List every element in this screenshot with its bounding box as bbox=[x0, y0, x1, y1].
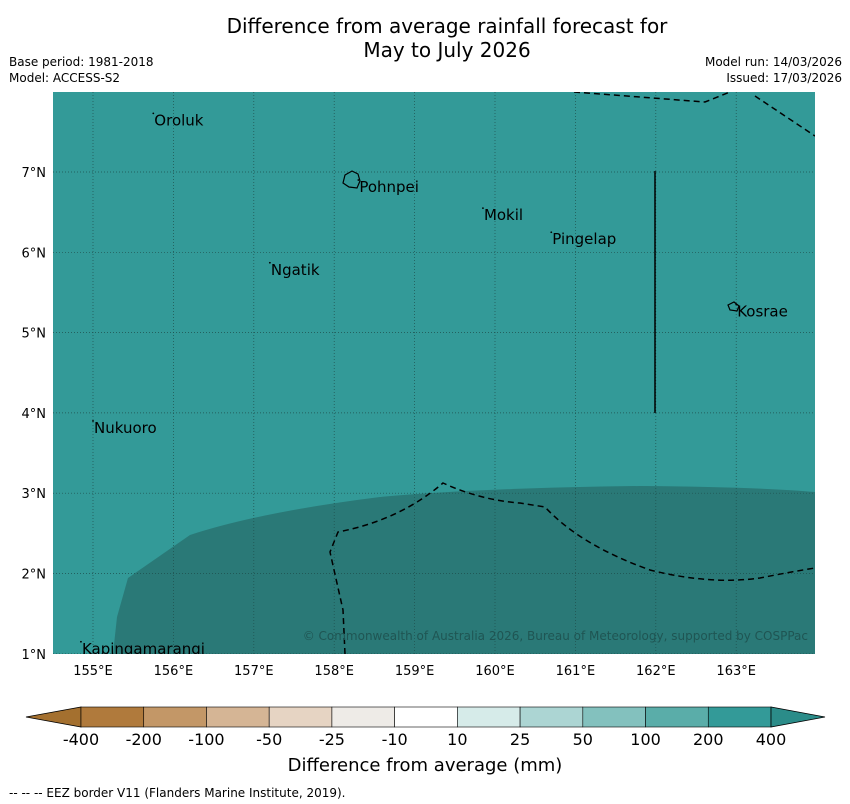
place-label: Kosrae bbox=[737, 303, 788, 321]
colorbar-bin bbox=[707, 706, 772, 728]
place-marker bbox=[268, 261, 271, 264]
place-label: Pingelap bbox=[552, 230, 616, 248]
colorbar-tick-label: -25 bbox=[319, 730, 345, 749]
lat-tick-label: 2°N bbox=[22, 568, 47, 583]
axis-ticks: 155°E 156°E 157°E 158°E 159°E 160°E 161°E 162°E… bbox=[22, 166, 756, 679]
colorbar-label: Difference from average (mm) bbox=[287, 755, 563, 776]
colorbar-tick-label: 25 bbox=[510, 730, 530, 749]
eez-border bbox=[573, 92, 815, 137]
colorbar-extend-high bbox=[770, 706, 826, 728]
lon-tick-label: 156°E bbox=[154, 664, 194, 679]
lon-tick-label: 160°E bbox=[475, 664, 515, 679]
lat-tick-label: 1°N bbox=[22, 648, 47, 663]
place-marker bbox=[92, 420, 94, 422]
lat-tick-label: 3°N bbox=[22, 487, 47, 502]
place-label: Kapingamarangi bbox=[82, 640, 205, 658]
lon-tick-label: 155°E bbox=[73, 664, 113, 679]
forecast-shading-region bbox=[113, 486, 815, 654]
title-line-1: Difference from average rainfall forecas… bbox=[226, 14, 668, 38]
place-marker bbox=[80, 640, 82, 643]
eez-footnote: -- -- -- EEZ border V11 (Flanders Marine… bbox=[9, 786, 346, 800]
lat-tick-label: 7°N bbox=[22, 166, 47, 181]
colorbar-bin bbox=[519, 706, 584, 728]
issued-date: Issued: 17/03/2026 bbox=[726, 71, 842, 85]
lat-tick-label: 4°N bbox=[22, 407, 47, 422]
colorbar-tick-label: 50 bbox=[573, 730, 593, 749]
colorbar-tick-label: -200 bbox=[126, 730, 162, 749]
title-line-2: May to July 2026 bbox=[363, 38, 531, 62]
colorbar-tick-label: 400 bbox=[756, 730, 787, 749]
model-run: Model run: 14/03/2026 bbox=[704, 55, 842, 69]
colorbar-tick-label: -400 bbox=[63, 730, 99, 749]
colorbar-extend-low bbox=[25, 706, 82, 728]
colorbar-bin bbox=[645, 706, 709, 728]
place-label: Ngatik bbox=[271, 261, 320, 279]
place-label: Pohnpei bbox=[359, 178, 419, 196]
colorbar-tick-label: -50 bbox=[256, 730, 282, 749]
colorbar-bin bbox=[582, 706, 646, 728]
place-marker bbox=[482, 207, 484, 210]
graticule bbox=[53, 92, 815, 654]
colorbar-bin bbox=[457, 706, 521, 728]
colorbar-tick-label: -10 bbox=[382, 730, 408, 749]
colorbar-tick-label: 200 bbox=[693, 730, 724, 749]
lon-tick-label: 158°E bbox=[314, 664, 354, 679]
pohnpei-island-outline bbox=[342, 170, 361, 189]
base-period: Base period: 1981-2018 bbox=[9, 55, 154, 69]
colorbar-tick-label: 10 bbox=[447, 730, 467, 749]
place-marker bbox=[735, 303, 738, 306]
place-marker bbox=[152, 112, 155, 115]
place-marker bbox=[357, 179, 360, 181]
colorbar-bin bbox=[331, 706, 395, 728]
meta-right: Model run: 14/03/2026 Issued: 17/03/2026 bbox=[705, 54, 842, 86]
map-title: Difference from average rainfall forecas… bbox=[0, 14, 850, 62]
lon-tick-label: 161°E bbox=[556, 664, 596, 679]
colorbar-bin bbox=[268, 706, 333, 728]
lon-tick-label: 157°E bbox=[234, 664, 274, 679]
lat-tick-label: 6°N bbox=[22, 246, 47, 261]
colorbar-tick-label: 100 bbox=[630, 730, 661, 749]
eez-border bbox=[329, 482, 815, 654]
lon-tick-label: 163°E bbox=[716, 664, 756, 679]
place-label: Oroluk bbox=[154, 111, 203, 129]
colorbar-bin bbox=[206, 706, 270, 728]
model-name: Model: ACCESS-S2 bbox=[9, 71, 121, 85]
place-label: Mokil bbox=[484, 206, 523, 224]
colorbar-bin bbox=[394, 706, 458, 728]
colorbar-tick-label: -100 bbox=[188, 730, 224, 749]
lat-tick-label: 5°N bbox=[22, 327, 47, 342]
map-plot-area[interactable]: Oroluk Pohnpei Mokil Pingelap Ngatik Kosrae Nu… bbox=[53, 92, 815, 658]
place-label: Nukuoro bbox=[94, 419, 157, 437]
meta-left: Base period: 1981-2018 Model: ACCESS-S2 bbox=[9, 54, 154, 86]
place-labels: Oroluk Pohnpei Mokil Pingelap Ngatik Kosrae Nu… bbox=[80, 111, 788, 658]
kosrae-island-outline bbox=[727, 301, 740, 312]
colorbar-bin bbox=[80, 706, 145, 728]
lon-tick-label: 162°E bbox=[636, 664, 676, 679]
lon-tick-label: 159°E bbox=[395, 664, 435, 679]
colorbar: -400 -200 -100 -50 -25 -10 10 25 50 100 200 400 bbox=[25, 706, 826, 749]
copyright-text: © Commonwealth of Australia 2026, Bureau… bbox=[303, 629, 808, 643]
place-marker bbox=[550, 231, 553, 234]
colorbar-bin bbox=[143, 706, 207, 728]
